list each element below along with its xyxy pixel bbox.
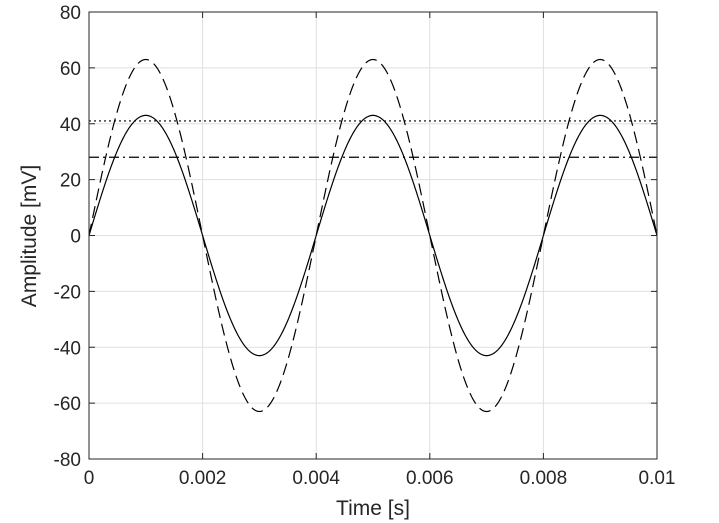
x-tick-label: 0 xyxy=(84,468,95,489)
x-tick-label: 0.004 xyxy=(292,468,340,489)
y-tick-label: 40 xyxy=(60,115,81,136)
x-tick-label: 0.006 xyxy=(406,468,454,489)
x-axis-label: Time [s] xyxy=(336,497,410,520)
y-tick-label: 80 xyxy=(60,3,81,24)
series-group xyxy=(88,58,658,413)
y-tick-labels: -80 -60 -40 -20 0 20 40 60 80 xyxy=(54,3,81,471)
x-tick-labels: 0 0.002 0.004 0.006 0.008 0.01 xyxy=(84,468,676,489)
y-tick-label: 0 xyxy=(70,227,81,248)
series-line-dashed xyxy=(88,58,658,413)
y-tick-label: -60 xyxy=(54,394,81,415)
series-line-solid xyxy=(88,114,658,357)
y-tick-label: 20 xyxy=(60,171,81,192)
x-tick-label: 0.008 xyxy=(520,468,568,489)
x-tick-label: 0.002 xyxy=(179,468,227,489)
y-axis-label: Amplitude [mV] xyxy=(18,165,41,307)
y-tick-label: -80 xyxy=(54,450,81,471)
y-tick-label: -20 xyxy=(54,282,81,303)
x-tick-label: 0.01 xyxy=(639,468,676,489)
y-tick-label: 60 xyxy=(60,59,81,80)
ticks xyxy=(88,11,658,460)
y-tick-label: -40 xyxy=(54,338,81,359)
